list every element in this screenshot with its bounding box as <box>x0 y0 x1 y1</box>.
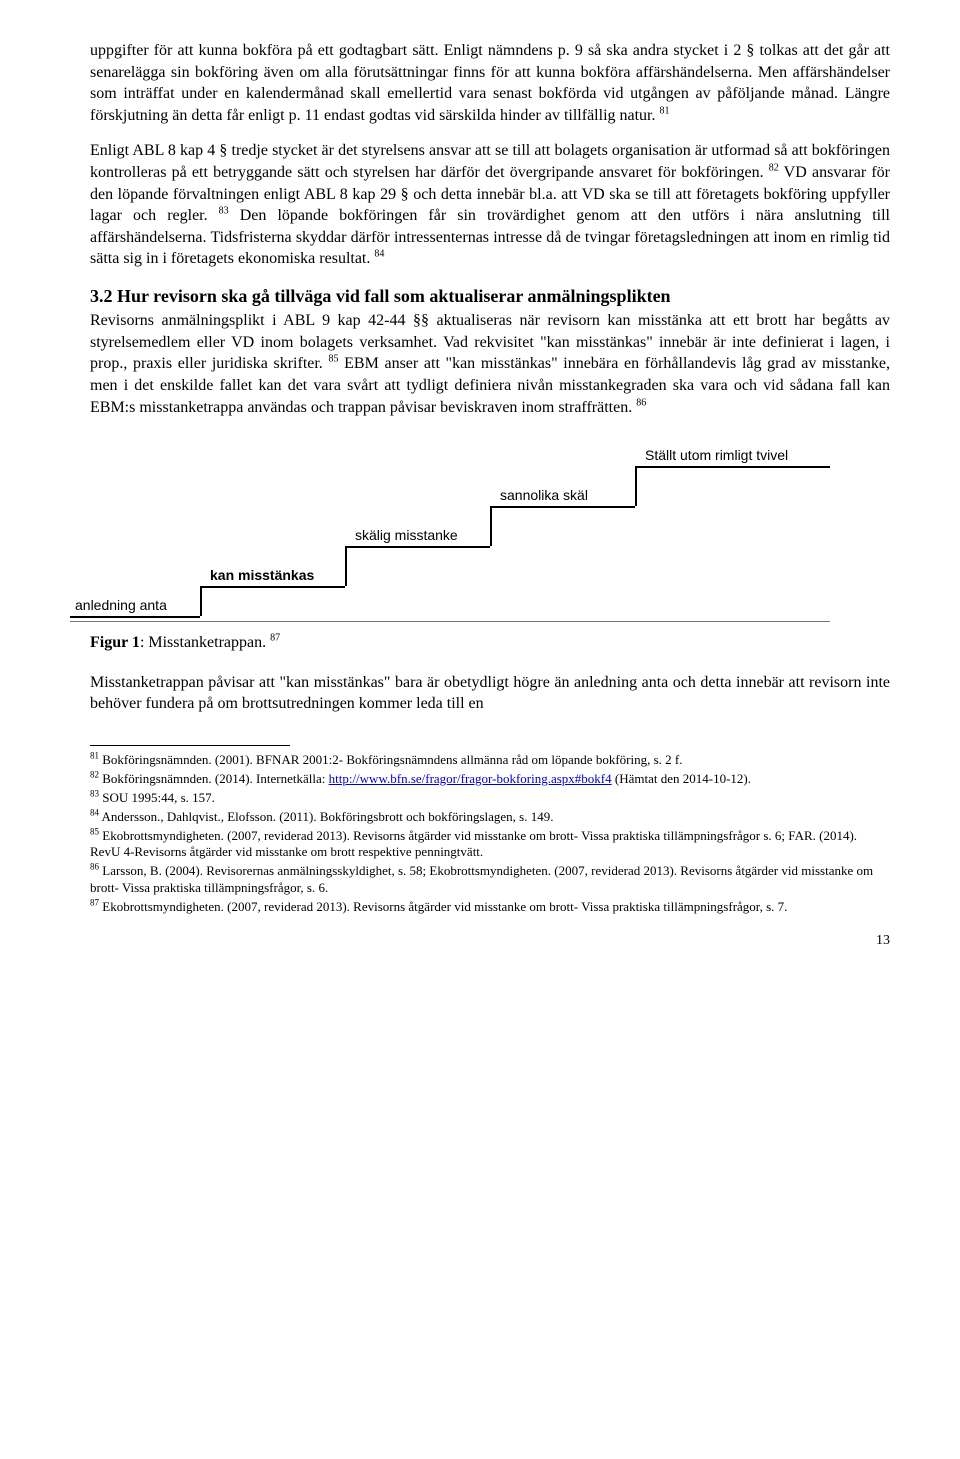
fn-82a: Bokföringsnämnden. (2014). Internetkälla… <box>99 771 329 786</box>
footnote-87: 87 Ekobrottsmyndigheten. (2007, revidera… <box>90 899 890 916</box>
footnotes: 81 Bokföringsnämnden. (2001). BFNAR 2001… <box>90 752 890 916</box>
fn-sup-83: 83 <box>90 788 99 798</box>
footnote-84: 84 Andersson., Dahlqvist., Elofsson. (20… <box>90 809 890 826</box>
sup-85: 85 <box>328 354 338 365</box>
sup-82: 82 <box>769 163 779 174</box>
fn-82-link[interactable]: http://www.bfn.se/fragor/fragor-bokforin… <box>329 771 612 786</box>
label-anledning-anta: anledning anta <box>75 596 167 615</box>
label-kan-misstankas: kan misstänkas <box>210 566 314 585</box>
step-5 <box>635 466 830 468</box>
fn-82b: (Hämtat den 2014-10-12). <box>612 771 751 786</box>
footnote-82: 82 Bokföringsnämnden. (2014). Internetkä… <box>90 771 890 788</box>
footnote-83: 83 SOU 1995:44, s. 157. <box>90 790 890 807</box>
sup-81: 81 <box>660 105 670 116</box>
fn-81-text: Bokföringsnämnden. (2001). BFNAR 2001:2-… <box>99 752 682 767</box>
fig-label: Figur 1 <box>90 634 140 651</box>
paragraph-4: Misstanketrappan påvisar att "kan misstä… <box>90 672 890 715</box>
sup-87: 87 <box>270 633 280 644</box>
footnote-rule <box>90 745 290 746</box>
fig-text: : Misstanketrappan. <box>140 634 270 651</box>
sup-83: 83 <box>219 206 229 217</box>
riser-3 <box>490 506 492 546</box>
fn-sup-82: 82 <box>90 770 99 780</box>
riser-4 <box>635 466 637 506</box>
riser-2 <box>345 546 347 586</box>
paragraph-2: Enligt ABL 8 kap 4 § tredje stycket är d… <box>90 140 890 270</box>
fn-85-text: Ekobrottsmyndigheten. (2007, reviderad 2… <box>90 828 857 860</box>
label-skalig-misstanke: skälig misstanke <box>355 526 458 545</box>
footnote-86: 86 Larsson, B. (2004). Revisorernas anmä… <box>90 863 890 897</box>
section-heading: 3.2 Hur revisorn ska gå tillväga vid fal… <box>90 284 890 308</box>
sup-86: 86 <box>636 397 646 408</box>
step-1 <box>70 616 200 618</box>
paragraph-1: uppgifter för att kunna bokföra på ett g… <box>90 40 890 126</box>
riser-1 <box>200 586 202 616</box>
stair-diagram: anledning anta kan misstänkas skälig mis… <box>70 446 830 622</box>
figure-caption: Figur 1: Misstanketrappan. 87 <box>90 632 890 654</box>
step-4 <box>490 506 635 508</box>
fn-86-text: Larsson, B. (2004). Revisorernas anmälni… <box>90 863 873 895</box>
page-number: 13 <box>90 932 890 951</box>
label-stallt-utom-tvivel: Ställt utom rimligt tvivel <box>645 446 788 465</box>
fn-83-text: SOU 1995:44, s. 157. <box>99 790 215 805</box>
misstanketrappa-figure: anledning anta kan misstänkas skälig mis… <box>90 446 890 622</box>
footnote-81: 81 Bokföringsnämnden. (2001). BFNAR 2001… <box>90 752 890 769</box>
step-2 <box>200 586 345 588</box>
footnote-85: 85 Ekobrottsmyndigheten. (2007, revidera… <box>90 828 890 862</box>
label-sannolika-skal: sannolika skäl <box>500 486 588 505</box>
fn-sup-81: 81 <box>90 751 99 761</box>
fn-sup-87: 87 <box>90 898 99 908</box>
fn-87-text: Ekobrottsmyndigheten. (2007, reviderad 2… <box>99 899 787 914</box>
fn-84-text: Andersson., Dahlqvist., Elofsson. (2011)… <box>99 809 553 824</box>
fn-sup-86: 86 <box>90 862 99 872</box>
fn-sup-84: 84 <box>90 807 99 817</box>
paragraph-3: Revisorns anmälningsplikt i ABL 9 kap 42… <box>90 310 890 418</box>
step-3 <box>345 546 490 548</box>
fn-sup-85: 85 <box>90 826 99 836</box>
sup-84: 84 <box>374 249 384 260</box>
p1-text: uppgifter för att kunna bokföra på ett g… <box>90 42 890 124</box>
